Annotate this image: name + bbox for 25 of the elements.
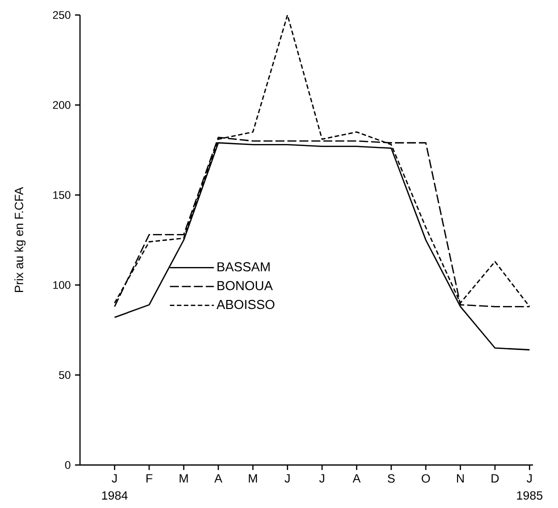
y-tick-label: 0 (65, 461, 70, 469)
x-tick-label: O (422, 474, 430, 483)
legend-label: BONOUA (218, 281, 273, 290)
legend-label: ABOISSO (216, 300, 274, 310)
legend-label: BASSAM (218, 262, 270, 272)
x-tick-label: D (492, 474, 499, 482)
x-tick-label: J (112, 474, 117, 483)
x-tick-label: F (146, 474, 152, 482)
x-tick-label: J (526, 474, 532, 483)
y-tick-label: 250 (52, 11, 70, 19)
text: 1985 (517, 491, 542, 500)
text: 1984 (102, 491, 128, 500)
y-tick-label: 200 (52, 101, 70, 109)
y-axis-title: Prix au kg en F.CFA (14, 186, 26, 292)
x-tick-label: M (248, 474, 257, 482)
x-tick-label: J (319, 474, 324, 483)
x-tick-label: J (284, 474, 290, 483)
y-tick-label: 50 (59, 371, 70, 379)
x-tick-label: A (214, 474, 222, 482)
y-tick-label: 100 (53, 281, 70, 289)
x-tick-label: N (457, 474, 464, 482)
x-tick-label: S (388, 474, 395, 483)
y-tick-label: 150 (53, 191, 70, 199)
x-tick-label: A (352, 474, 361, 482)
x-tick-label: M (180, 474, 188, 482)
